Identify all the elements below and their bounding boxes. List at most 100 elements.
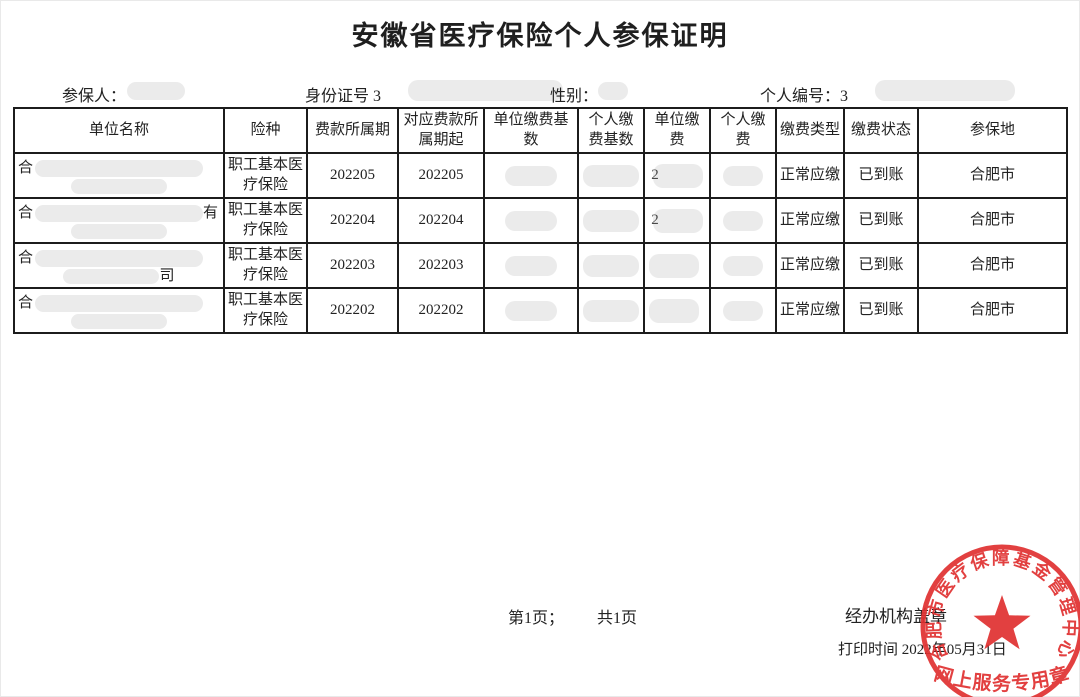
redacted-company bbox=[63, 268, 160, 284]
cell-unit-pay-base bbox=[483, 152, 579, 199]
cell-personal-pay bbox=[709, 242, 777, 289]
cell-fee-period-start: 202204 bbox=[397, 197, 485, 244]
cell-unit-pay-base bbox=[483, 242, 579, 289]
cell-fee-period-start: 202202 bbox=[397, 287, 485, 334]
table-row: 合 职工基本医疗保险 202205 202205 2 正常应缴 已到账 合肥市 bbox=[13, 152, 1068, 199]
redacted-amount bbox=[505, 165, 557, 186]
page-title: 安徽省医疗保险个人参保证明 bbox=[351, 21, 729, 51]
table-row: 合 司 职工基本医疗保险 202203 202203 正常应缴 已到账 合肥市 bbox=[13, 242, 1068, 289]
cell-pay-status: 已到账 bbox=[843, 242, 919, 289]
company-fragment: 司 bbox=[159, 267, 175, 284]
col-header-fee-period-start: 对应费款所属期起 bbox=[397, 107, 485, 154]
col-header-company: 单位名称 bbox=[13, 107, 225, 154]
cell-insured-place: 合肥市 bbox=[917, 197, 1068, 244]
print-time: 打印时间 2022年05月31日 bbox=[838, 642, 1007, 658]
gender-label: 性别： bbox=[550, 88, 599, 105]
table-row: 合有 职工基本医疗保险 202204 202204 2 正常应缴 已到账 合肥市 bbox=[13, 197, 1068, 244]
cell-fee-period: 202205 bbox=[306, 152, 399, 199]
redacted-company bbox=[35, 295, 204, 313]
redacted-company bbox=[35, 250, 204, 268]
company-fragment: 合 bbox=[18, 250, 34, 267]
redacted-amount bbox=[505, 300, 557, 321]
total-pages: 共1页 bbox=[597, 610, 638, 627]
cell-fee-period: 202203 bbox=[306, 242, 399, 289]
company-fragment: 合 bbox=[18, 205, 34, 222]
cell-pay-status: 已到账 bbox=[843, 152, 919, 199]
redacted-amount bbox=[649, 253, 699, 278]
redacted-amount bbox=[505, 210, 557, 231]
redacted-gender bbox=[598, 82, 628, 100]
cell-pay-type: 正常应缴 bbox=[775, 287, 845, 334]
cell-unit-pay-base bbox=[483, 197, 579, 244]
redacted-amount bbox=[505, 255, 557, 276]
redacted-personal-number bbox=[875, 80, 1015, 101]
redacted-amount bbox=[652, 163, 703, 188]
redacted-amount bbox=[652, 208, 703, 233]
cell-unit-pay-base bbox=[483, 287, 579, 334]
redacted-amount bbox=[649, 298, 699, 323]
id-number-label: 身份证号 3 bbox=[305, 88, 382, 105]
redacted-id-number bbox=[408, 80, 563, 101]
cell-fee-period-start: 202205 bbox=[397, 152, 485, 199]
cell-personal-pay bbox=[709, 287, 777, 334]
cell-personal-pay bbox=[709, 152, 777, 199]
col-header-personal-pay: 个人缴费 bbox=[709, 107, 777, 154]
cell-pay-type: 正常应缴 bbox=[775, 242, 845, 289]
redacted-amount bbox=[723, 210, 763, 231]
amount-fragment: 2 bbox=[651, 211, 659, 228]
cell-fee-period: 202202 bbox=[306, 287, 399, 334]
cell-insurance-type: 职工基本医疗保险 bbox=[223, 287, 308, 334]
cell-pay-type: 正常应缴 bbox=[775, 197, 845, 244]
insured-info-row: 参保人： 身份证号 3 性别： 个人编号：3 bbox=[0, 80, 1080, 105]
redacted-amount bbox=[583, 209, 639, 232]
star-icon bbox=[973, 595, 1031, 650]
redacted-company bbox=[71, 178, 167, 194]
redacted-insured-name bbox=[127, 82, 185, 100]
cell-personal-pay-base bbox=[577, 287, 645, 334]
col-header-pay-type: 缴费类型 bbox=[775, 107, 845, 154]
table-header-row: 单位名称 险种 费款所属期 对应费款所属期起 单位缴费基数 个人缴费基数 单位缴… bbox=[13, 107, 1068, 154]
cell-fee-period: 202204 bbox=[306, 197, 399, 244]
cell-insurance-type: 职工基本医疗保险 bbox=[223, 152, 308, 199]
col-header-fee-period: 费款所属期 bbox=[306, 107, 399, 154]
cell-insurance-type: 职工基本医疗保险 bbox=[223, 242, 308, 289]
seal-ring bbox=[920, 544, 1080, 697]
col-header-insured-place: 参保地 bbox=[917, 107, 1068, 154]
redacted-amount bbox=[583, 164, 639, 187]
redacted-company bbox=[35, 205, 204, 223]
cell-insured-place: 合肥市 bbox=[917, 152, 1068, 199]
personal-number-label: 个人编号：3 bbox=[760, 88, 849, 105]
cell-insurance-type: 职工基本医疗保险 bbox=[223, 197, 308, 244]
col-header-insurance-type: 险种 bbox=[223, 107, 308, 154]
cell-personal-pay bbox=[709, 197, 777, 244]
redacted-company bbox=[35, 160, 204, 178]
cell-unit-pay: 2 bbox=[643, 152, 711, 199]
red-official-seal: 合肥市医疗保障基金管理中心 网上服务专用章 bbox=[920, 544, 1080, 697]
cell-personal-pay-base bbox=[577, 197, 645, 244]
cell-unit-pay bbox=[643, 287, 711, 334]
redacted-amount bbox=[583, 254, 639, 277]
cell-pay-status: 已到账 bbox=[843, 197, 919, 244]
redacted-company bbox=[71, 313, 167, 329]
redacted-amount bbox=[723, 255, 763, 276]
cell-fee-period-start: 202203 bbox=[397, 242, 485, 289]
col-header-personal-pay-base: 个人缴费基数 bbox=[577, 107, 645, 154]
col-header-unit-pay-base: 单位缴费基数 bbox=[483, 107, 579, 154]
insurance-record-table: 单位名称 险种 费款所属期 对应费款所属期起 单位缴费基数 个人缴费基数 单位缴… bbox=[13, 107, 1068, 334]
redacted-company bbox=[71, 223, 167, 239]
cell-personal-pay-base bbox=[577, 152, 645, 199]
redacted-amount bbox=[723, 300, 763, 321]
cell-unit-pay: 2 bbox=[643, 197, 711, 244]
cell-insured-place: 合肥市 bbox=[917, 287, 1068, 334]
redacted-amount bbox=[723, 165, 763, 186]
table-row: 合 职工基本医疗保险 202202 202202 正常应缴 已到账 合肥市 bbox=[13, 287, 1068, 334]
cell-company: 合有 bbox=[13, 197, 225, 244]
amount-fragment: 2 bbox=[651, 166, 659, 183]
cell-personal-pay-base bbox=[577, 242, 645, 289]
col-header-unit-pay: 单位缴费 bbox=[643, 107, 711, 154]
company-fragment: 合 bbox=[18, 160, 34, 177]
col-header-pay-status: 缴费状态 bbox=[843, 107, 919, 154]
cell-company: 合 bbox=[13, 287, 225, 334]
redacted-amount bbox=[583, 299, 639, 322]
